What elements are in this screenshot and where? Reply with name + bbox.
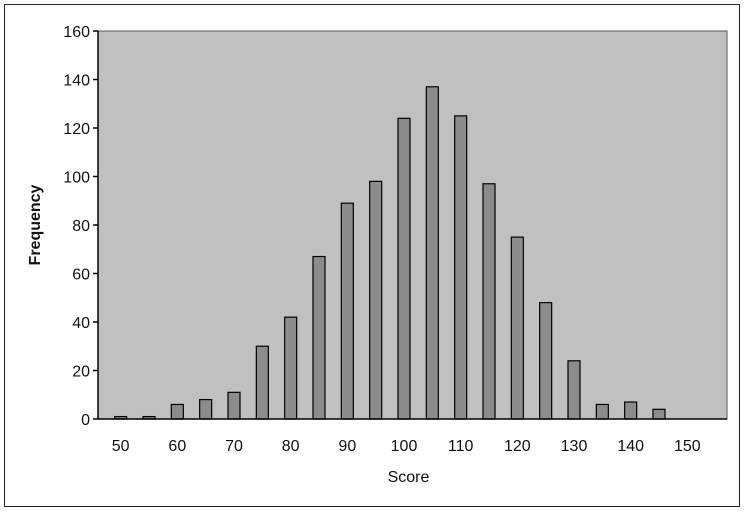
x-tick-label: 130 — [561, 438, 588, 455]
bar-125 — [539, 302, 553, 420]
bar-115 — [482, 183, 496, 420]
bar-130 — [567, 360, 581, 420]
x-ticks: 50 60 70 80 90 100 110 120 130 140 150 — [112, 438, 701, 455]
y-ticks: 0 20 40 60 80 100 120 140 160 — [63, 24, 98, 429]
y-tick-label: 120 — [63, 121, 90, 138]
y-tick-label: 0 — [81, 412, 90, 429]
bar-120 — [510, 236, 524, 420]
x-tick-label: 60 — [168, 438, 186, 455]
bar-135 — [595, 403, 609, 420]
y-tick-label: 20 — [72, 364, 90, 381]
y-tick-label: 40 — [72, 315, 90, 332]
bar-60 — [170, 403, 184, 420]
y-tick-label: 140 — [63, 73, 90, 90]
x-axis-label: Score — [388, 469, 430, 486]
bar-70 — [227, 391, 241, 420]
bar-140 — [624, 401, 638, 420]
y-tick-label: 100 — [63, 170, 90, 187]
y-tick-label: 80 — [72, 218, 90, 235]
y-tick-label: 60 — [72, 267, 90, 284]
bar-145 — [652, 408, 666, 420]
bar-100 — [397, 117, 411, 420]
x-tick-label: 120 — [504, 438, 531, 455]
x-tick-label: 50 — [112, 438, 130, 455]
y-tick-label: 160 — [63, 24, 90, 41]
bar-90 — [340, 202, 354, 420]
x-tick-label: 150 — [674, 438, 701, 455]
x-tick-label: 140 — [617, 438, 644, 455]
x-tick-label: 90 — [338, 438, 356, 455]
bar-75 — [255, 345, 269, 420]
bar-110 — [454, 115, 468, 420]
bar-105 — [425, 86, 439, 420]
plot-area — [97, 30, 728, 420]
bar-80 — [284, 316, 298, 420]
bar-95 — [369, 180, 383, 420]
x-tick-label: 80 — [282, 438, 300, 455]
y-axis-label: Frequency — [27, 184, 44, 265]
bar-65 — [199, 399, 213, 420]
x-tick-label: 100 — [391, 438, 418, 455]
bars — [114, 86, 666, 420]
bar-85 — [312, 255, 326, 420]
x-tick-label: 110 — [448, 438, 474, 455]
x-tick-label: 70 — [225, 438, 243, 455]
